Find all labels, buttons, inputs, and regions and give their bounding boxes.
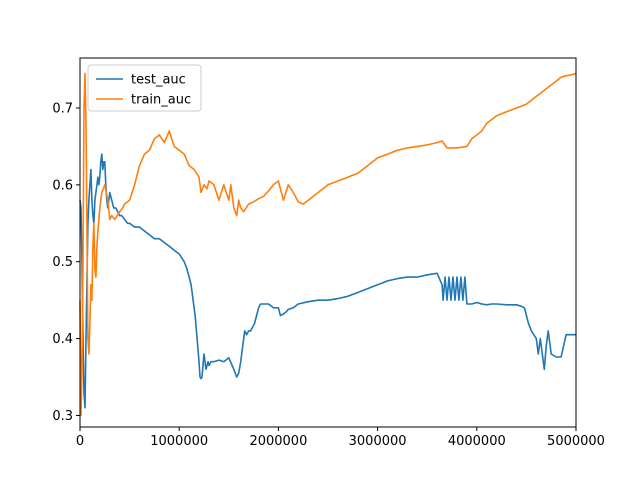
x-tick-label: 3000000 [349, 434, 407, 449]
x-tick-label: 4000000 [448, 434, 506, 449]
x-tick-label: 1000000 [150, 434, 208, 449]
y-tick-label: 0.7 [52, 101, 73, 116]
plot-frame [79, 57, 577, 428]
series-line-train-auc [79, 72, 577, 417]
legend-label-train-auc: train_auc [131, 93, 191, 108]
x-tick-label: 2000000 [249, 434, 307, 449]
y-axis: 0.3 0.4 0.5 0.6 0.7 [52, 101, 80, 424]
legend: test_auc train_auc [87, 64, 202, 112]
y-tick-label: 0.3 [52, 409, 73, 424]
series-line-test-auc [79, 153, 576, 409]
x-axis: 0 1000000 2000000 3000000 4000000 5000000 [76, 427, 605, 449]
y-tick-label: 0.6 [52, 178, 73, 193]
y-tick-label: 0.4 [52, 332, 73, 347]
x-tick-label: 0 [76, 434, 84, 449]
series-layer [79, 72, 577, 417]
x-tick-label: 5000000 [547, 434, 605, 449]
legend-label-test-auc: test_auc [131, 73, 186, 88]
y-tick-label: 0.5 [52, 255, 73, 270]
